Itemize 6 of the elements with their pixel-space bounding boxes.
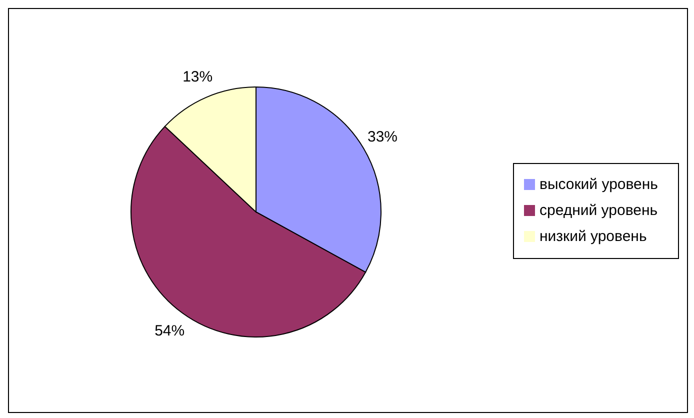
legend-label: средний уровень <box>539 202 658 218</box>
data-label: 33% <box>368 128 398 146</box>
legend-label: низкий уровень <box>539 228 647 244</box>
data-label: 13% <box>182 68 213 86</box>
data-label: 54% <box>154 322 185 340</box>
legend-label: высокий уровень <box>539 176 658 192</box>
